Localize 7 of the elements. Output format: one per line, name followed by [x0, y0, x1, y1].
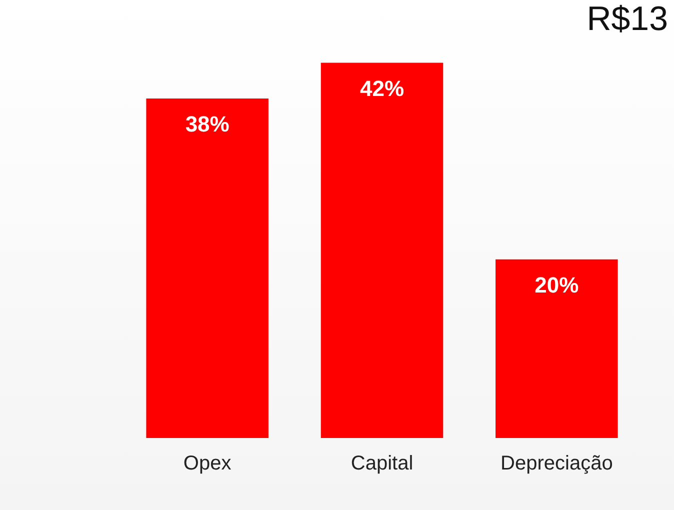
x-tick-label: Capital: [350, 452, 414, 475]
data-label: 38%: [185, 112, 230, 137]
text: R$13: [586, 0, 668, 39]
data-label: 20%: [534, 272, 579, 298]
x-tick-label: Opex: [183, 452, 232, 475]
x-tick-label: Depreciação: [500, 452, 613, 475]
data-label: 42%: [360, 76, 404, 101]
